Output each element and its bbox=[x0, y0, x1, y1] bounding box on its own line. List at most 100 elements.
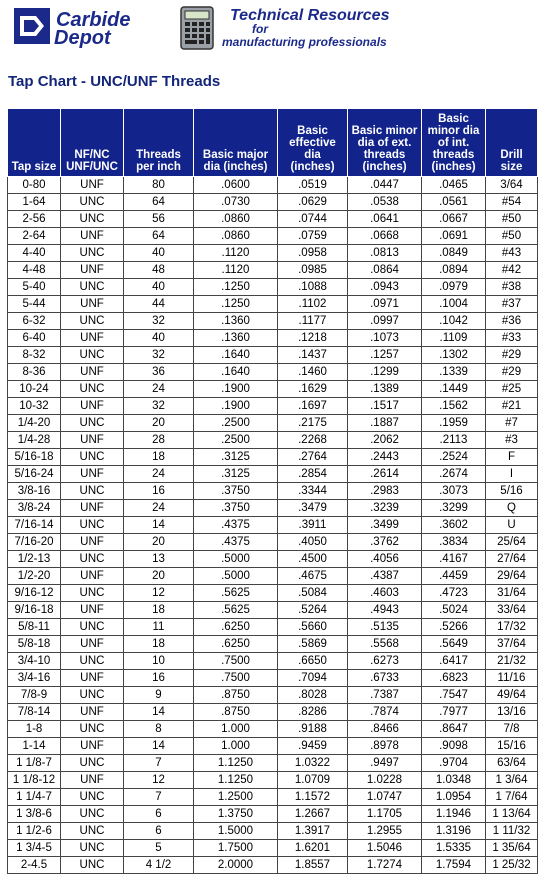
table-cell: 6 bbox=[123, 822, 194, 840]
table-cell: 1.5000 bbox=[193, 822, 278, 840]
table-cell: .4675 bbox=[277, 567, 348, 585]
table-cell: 2-4.5 bbox=[7, 856, 61, 874]
table-cell: 49/64 bbox=[485, 686, 538, 704]
table-cell: .0629 bbox=[277, 193, 348, 211]
table-cell: 1 1/8-7 bbox=[7, 754, 61, 772]
table-cell: 1.1250 bbox=[193, 771, 278, 789]
table-row: 10-32 UNF 32.1900.1697.1517.1562 #21 bbox=[7, 397, 538, 415]
table-cell: .3479 bbox=[277, 499, 348, 517]
table-header-row: Tap size NF/NC UNF/UNC Threads per inch Basic… bbox=[7, 108, 538, 177]
table-cell: 6-32 bbox=[7, 312, 61, 330]
table-cell: .5084 bbox=[277, 584, 348, 602]
table-cell: .2674 bbox=[421, 465, 486, 483]
table-cell: 5/16-24 bbox=[7, 465, 61, 483]
table-cell: 9/16-12 bbox=[7, 584, 61, 602]
table-cell: 1/4-28 bbox=[7, 431, 61, 449]
table-cell: #50 bbox=[485, 210, 538, 228]
table-cell: UNF bbox=[60, 397, 124, 415]
table-cell: 10-32 bbox=[7, 397, 61, 415]
table-row: 1 1/8-7 UNC 7 1.1250 1.0322.9497.9704 63/64 bbox=[7, 754, 538, 772]
table-cell: 1.0709 bbox=[277, 771, 348, 789]
table-row: 1 3/4-5 UNC 5 1.7500 1.6201 1.5046 1.5335 1 35/… bbox=[7, 839, 538, 857]
table-cell: 2-64 bbox=[7, 227, 61, 245]
table-cell: .3911 bbox=[277, 516, 348, 534]
column-header-line: Basic bbox=[438, 113, 469, 125]
table-cell: 14 bbox=[123, 703, 194, 721]
table-cell: 40 bbox=[123, 244, 194, 262]
table-cell: 20 bbox=[123, 414, 194, 432]
table-cell: 1.5335 bbox=[421, 839, 486, 857]
table-cell: .4500 bbox=[277, 550, 348, 568]
column-header-line: dia of ext. bbox=[357, 137, 412, 149]
table-cell: UNF bbox=[60, 669, 124, 687]
column-header: Drill size bbox=[485, 108, 538, 177]
table-cell: .6733 bbox=[347, 669, 422, 687]
table-cell: 1 3/8-6 bbox=[7, 805, 61, 823]
table-cell: .6250 bbox=[193, 635, 278, 653]
table-cell: .4167 bbox=[421, 550, 486, 568]
table-row: 1-8 UNC 8 1.000.9188.8466.8647 7/8 bbox=[7, 720, 538, 738]
logo-line1: Carbide bbox=[56, 9, 130, 31]
table-cell: F bbox=[485, 448, 538, 466]
table-cell: .5649 bbox=[421, 635, 486, 653]
table-cell: 4 1/2 bbox=[123, 856, 194, 874]
table-cell: .5869 bbox=[277, 635, 348, 653]
table-row: 1 1/8-12 UNF 12 1.1250 1.0709 1.0228 1.0348 1 3… bbox=[7, 771, 538, 789]
table-cell: .1697 bbox=[277, 397, 348, 415]
table-cell: .7500 bbox=[193, 669, 278, 687]
table-cell: UNC bbox=[60, 822, 124, 840]
table-cell: .1437 bbox=[277, 346, 348, 364]
table-cell: .1360 bbox=[193, 329, 278, 347]
table-cell: 1.6201 bbox=[277, 839, 348, 857]
table-cell: 63/64 bbox=[485, 754, 538, 772]
table-cell: 1.3196 bbox=[421, 822, 486, 840]
table-cell: UNC bbox=[60, 856, 124, 874]
table-cell: 1 13/64 bbox=[485, 805, 538, 823]
table-cell: UNF bbox=[60, 601, 124, 619]
table-cell: .1257 bbox=[347, 346, 422, 364]
header-subtitle-line1: for bbox=[252, 22, 268, 36]
table-cell: UNC bbox=[60, 550, 124, 568]
table-cell: .1640 bbox=[193, 363, 278, 381]
table-cell: #25 bbox=[485, 380, 538, 398]
table-cell: UNC bbox=[60, 482, 124, 500]
table-cell: 1.0954 bbox=[421, 788, 486, 806]
table-row: 5/8-18 UNF 18.6250.5869.5568.5649 37/64 bbox=[7, 635, 538, 653]
table-cell: 1.5046 bbox=[347, 839, 422, 857]
table-cell: .3125 bbox=[193, 465, 278, 483]
table-cell: 24 bbox=[123, 465, 194, 483]
table-cell: 14 bbox=[123, 737, 194, 755]
table-cell: 33/64 bbox=[485, 601, 538, 619]
column-header-line: Basic bbox=[297, 125, 328, 137]
table-cell: 1.1250 bbox=[193, 754, 278, 772]
column-header-line: NF/NC bbox=[74, 149, 110, 161]
column-header-line: threads bbox=[432, 149, 475, 161]
table-cell: 48 bbox=[123, 261, 194, 279]
table-cell: #42 bbox=[485, 261, 538, 279]
table-cell: .6823 bbox=[421, 669, 486, 687]
table-cell: 18 bbox=[123, 635, 194, 653]
table-cell: .0465 bbox=[421, 176, 486, 194]
table-row: 6-32 UNC 32.1360.1177.0997.1042 #36 bbox=[7, 312, 538, 330]
table-row: 8-36 UNF 36.1640.1460.1299.1339 #29 bbox=[7, 363, 538, 381]
table-cell: 2-56 bbox=[7, 210, 61, 228]
table-cell: UNC bbox=[60, 754, 124, 772]
table-cell: #33 bbox=[485, 329, 538, 347]
table-cell: #21 bbox=[485, 397, 538, 415]
table-cell: 15/16 bbox=[485, 737, 538, 755]
carbide-depot-logo[interactable]: Carbide Depot bbox=[14, 8, 164, 53]
table-cell: .1088 bbox=[277, 278, 348, 296]
table-cell: 1.7274 bbox=[347, 856, 422, 874]
table-cell: 1 11/32 bbox=[485, 822, 538, 840]
table-cell: 10-24 bbox=[7, 380, 61, 398]
table-cell: 37/64 bbox=[485, 635, 538, 653]
table-cell: 24 bbox=[123, 380, 194, 398]
table-cell: .1900 bbox=[193, 397, 278, 415]
table-cell: 1.000 bbox=[193, 737, 278, 755]
table-cell: .3750 bbox=[193, 499, 278, 517]
table-cell: 40 bbox=[123, 278, 194, 296]
table-cell: UNF bbox=[60, 431, 124, 449]
table-cell: UNF bbox=[60, 295, 124, 313]
table-cell: .2268 bbox=[277, 431, 348, 449]
table-cell: 7/8-9 bbox=[7, 686, 61, 704]
